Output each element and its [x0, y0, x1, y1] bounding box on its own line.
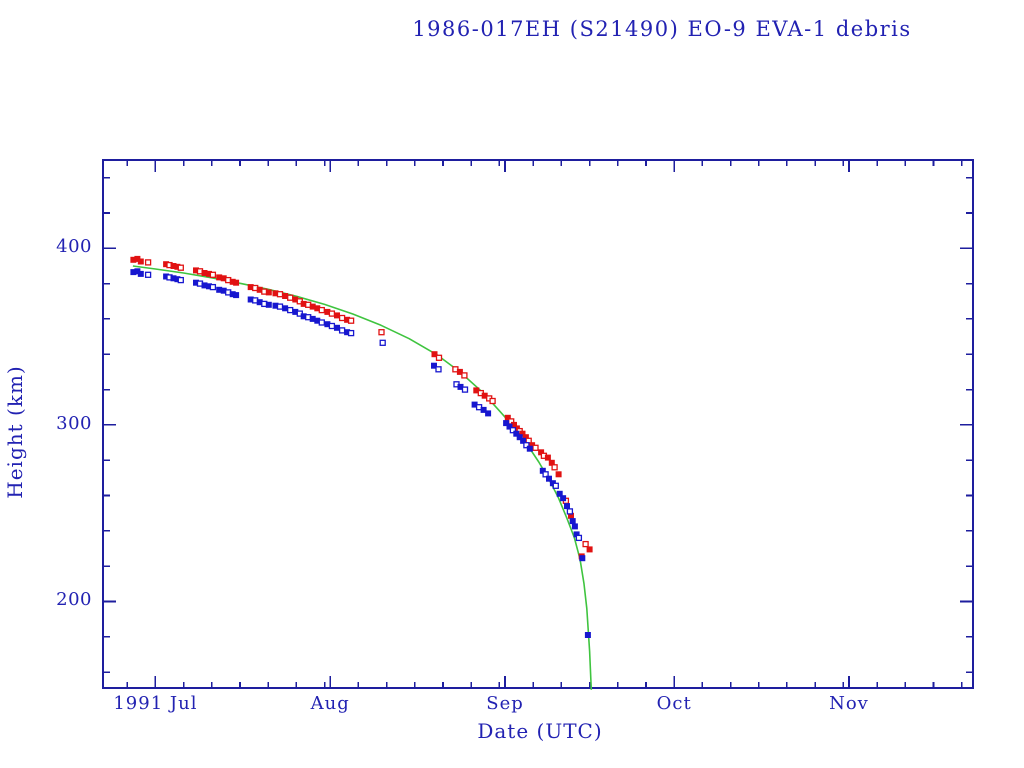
apogee-height-point: [582, 540, 589, 548]
apogee-height-point: [347, 317, 355, 324]
perigee-height-point: [318, 319, 325, 326]
perigee-height-point: [282, 305, 289, 312]
apogee-height-point: [287, 294, 294, 301]
decay-fit-curve: [132, 265, 593, 690]
perigee-height-point: [379, 339, 386, 346]
perigee-height-point: [347, 329, 355, 337]
apogee-height-markers: [130, 255, 593, 560]
apogee-height-point: [137, 258, 144, 265]
y-axis-title: Height (km): [3, 365, 27, 499]
perigee-height-point: [513, 430, 520, 437]
perigee-height-markers: [130, 268, 591, 638]
chart-title: 1986-017EH (S21490) EO-9 EVA-1 debris: [412, 17, 912, 41]
perigee-height-point: [177, 276, 184, 284]
perigee-height-point: [144, 271, 152, 278]
perigee-height-point: [137, 270, 144, 277]
apogee-height-point: [276, 291, 284, 298]
apogee-height-point: [435, 354, 443, 361]
apogee-height-point: [265, 289, 272, 296]
perigee-height-point: [560, 495, 567, 502]
perigee-height-point: [575, 534, 583, 542]
x-axis-title: Date (UTC): [477, 719, 603, 743]
perigee-height-point: [506, 423, 513, 430]
apogee-height-point: [318, 306, 325, 314]
perigee-height-point: [233, 292, 240, 299]
apogee-height-point: [551, 464, 558, 471]
perigee-height-point: [520, 437, 527, 444]
apogee-height-point: [461, 372, 468, 379]
apogee-height-point: [586, 546, 593, 553]
perigee-height-point: [485, 410, 492, 417]
perigee-height-point: [461, 386, 469, 393]
y-tick-label: 400: [56, 236, 92, 258]
apogee-height-point: [328, 310, 336, 317]
axis-ticks: [103, 160, 973, 688]
perigee-height-point: [569, 518, 576, 525]
perigee-height-point: [542, 471, 549, 478]
perigee-height-point: [328, 322, 336, 330]
perigee-height-point: [334, 324, 340, 331]
apogee-height-point: [456, 368, 463, 375]
apogee-height-point: [144, 259, 152, 266]
perigee-height-point: [287, 306, 294, 314]
x-tick-label: Nov: [829, 693, 869, 714]
perigee-height-point: [523, 442, 530, 449]
perigee-height-point: [435, 366, 442, 373]
x-tick-label: Aug: [310, 693, 350, 714]
perigee-height-point: [546, 475, 552, 482]
perigee-height-point: [503, 420, 510, 427]
x-tick-label: 1991 Jul: [113, 693, 198, 714]
perigee-height-point: [480, 406, 487, 413]
perigee-height-point: [564, 503, 570, 510]
y-tick-label: 200: [56, 589, 92, 611]
apogee-height-point: [431, 351, 438, 358]
apogee-height-point: [209, 271, 217, 278]
perigee-height-point: [579, 555, 586, 562]
perigee-height-point: [571, 523, 578, 530]
perigee-height-point: [276, 303, 284, 310]
perigee-height-point: [431, 362, 437, 369]
apogee-height-point: [489, 397, 496, 405]
apogee-height-point: [544, 454, 551, 461]
apogee-height-point: [338, 314, 346, 322]
apogee-height-point: [555, 471, 562, 478]
perigee-height-point: [516, 434, 523, 441]
perigee-height-point: [509, 427, 517, 434]
apogee-height-point: [233, 279, 240, 286]
apogee-height-point: [532, 444, 539, 451]
plot-frame: [102, 159, 974, 689]
perigee-height-point: [556, 490, 563, 497]
apogee-height-point: [177, 264, 184, 271]
x-tick-label: Oct: [656, 693, 692, 714]
apogee-height-point: [378, 329, 385, 336]
perigee-height-point: [552, 482, 559, 489]
x-tick-label: Sep: [486, 693, 524, 714]
perigee-height-point: [265, 301, 272, 308]
apogee-height-point: [334, 312, 340, 319]
perigee-height-point: [338, 327, 346, 334]
perigee-height-point: [566, 508, 574, 515]
apogee-height-point: [282, 293, 289, 299]
perigee-height-point: [584, 632, 591, 638]
perigee-height-point: [209, 283, 217, 291]
perigee-height-point: [526, 445, 533, 452]
y-tick-label: 300: [56, 412, 92, 434]
